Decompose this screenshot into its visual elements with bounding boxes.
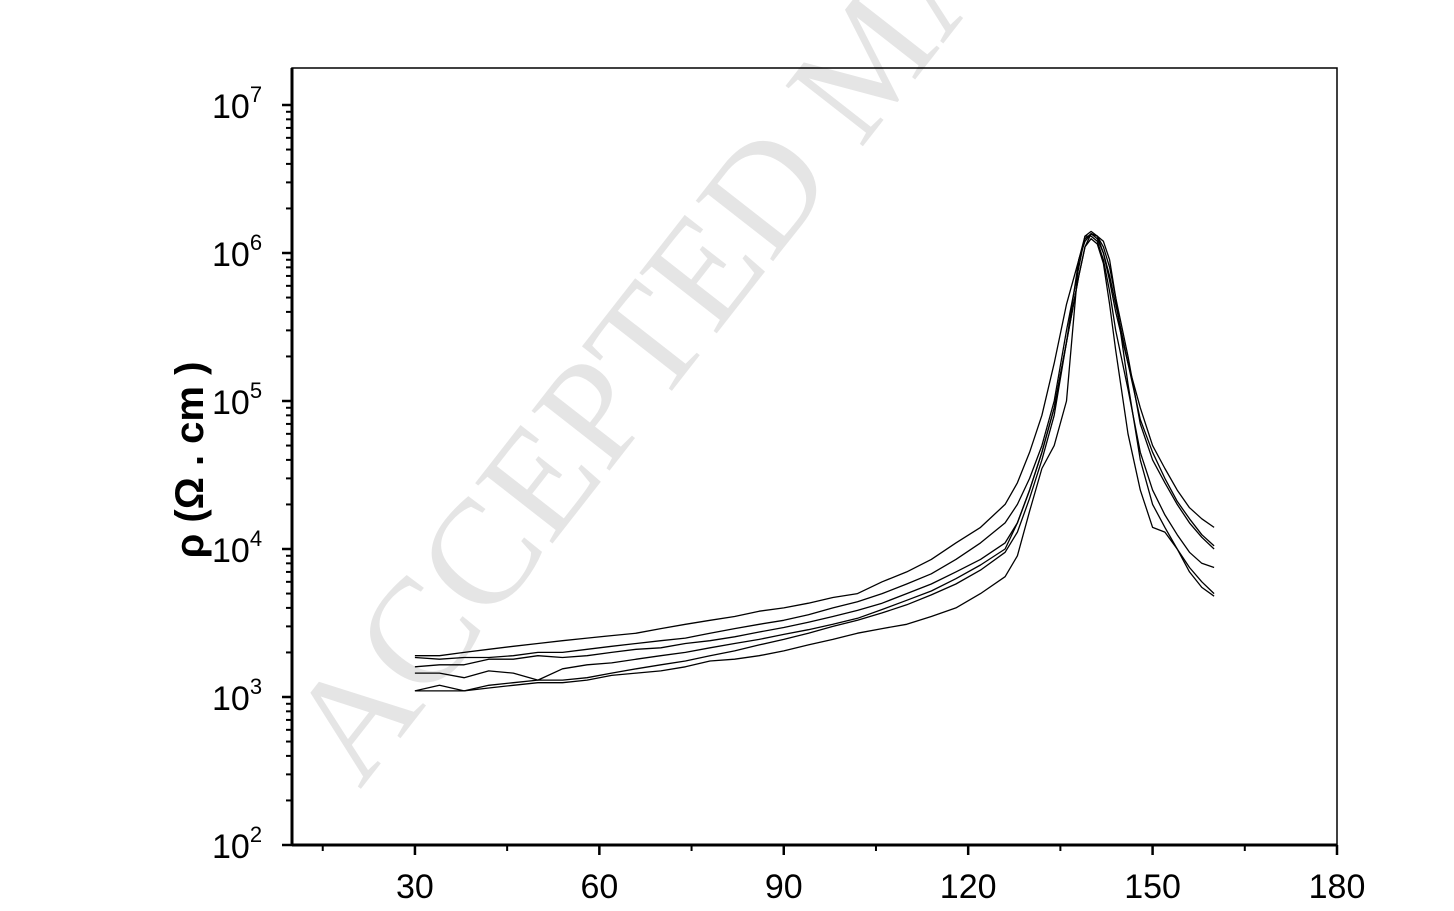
y-tick-label: 102 [212,822,262,866]
x-tick-label: 90 [765,868,803,906]
y-tick-base: 10 [212,828,250,866]
y-tick-base: 10 [212,384,250,422]
x-tick-label: 180 [1309,868,1366,906]
x-tick-label: 120 [940,868,997,906]
y-tick-label: 105 [212,378,262,422]
y-axis-title: ρ (Ω . cm ) [168,362,212,559]
y-tick-exponent: 5 [250,378,262,403]
x-tick-label: 60 [580,868,618,906]
y-tick-label: 106 [212,230,262,274]
watermark: ACCEPTED MA [255,0,1035,810]
y-tick-base: 10 [212,680,250,718]
y-tick-exponent: 6 [250,230,262,255]
series-line-4 [414,235,1215,681]
y-tick-exponent: 7 [250,82,262,107]
y-tick-exponent: 2 [250,822,262,847]
series-line-5 [414,238,1215,692]
series-line-6 [414,233,1215,692]
y-tick-base: 10 [212,236,250,274]
y-tick-exponent: 4 [250,526,262,551]
series-line-2 [414,230,1215,660]
y-tick-label: 103 [212,674,262,718]
series-group [414,230,1215,692]
x-ticks: 30 60 90 120 150 180 [321,845,1366,906]
y-tick-base: 10 [212,532,250,570]
x-tick-label: 30 [396,868,434,906]
y-tick-label: 104 [212,526,262,570]
y-tick-exponent: 3 [250,674,262,699]
y-tick-base: 10 [212,88,250,126]
y-tick-label: 107 [212,82,262,126]
x-tick-label: 150 [1124,868,1181,906]
series-line-3 [414,233,1215,668]
